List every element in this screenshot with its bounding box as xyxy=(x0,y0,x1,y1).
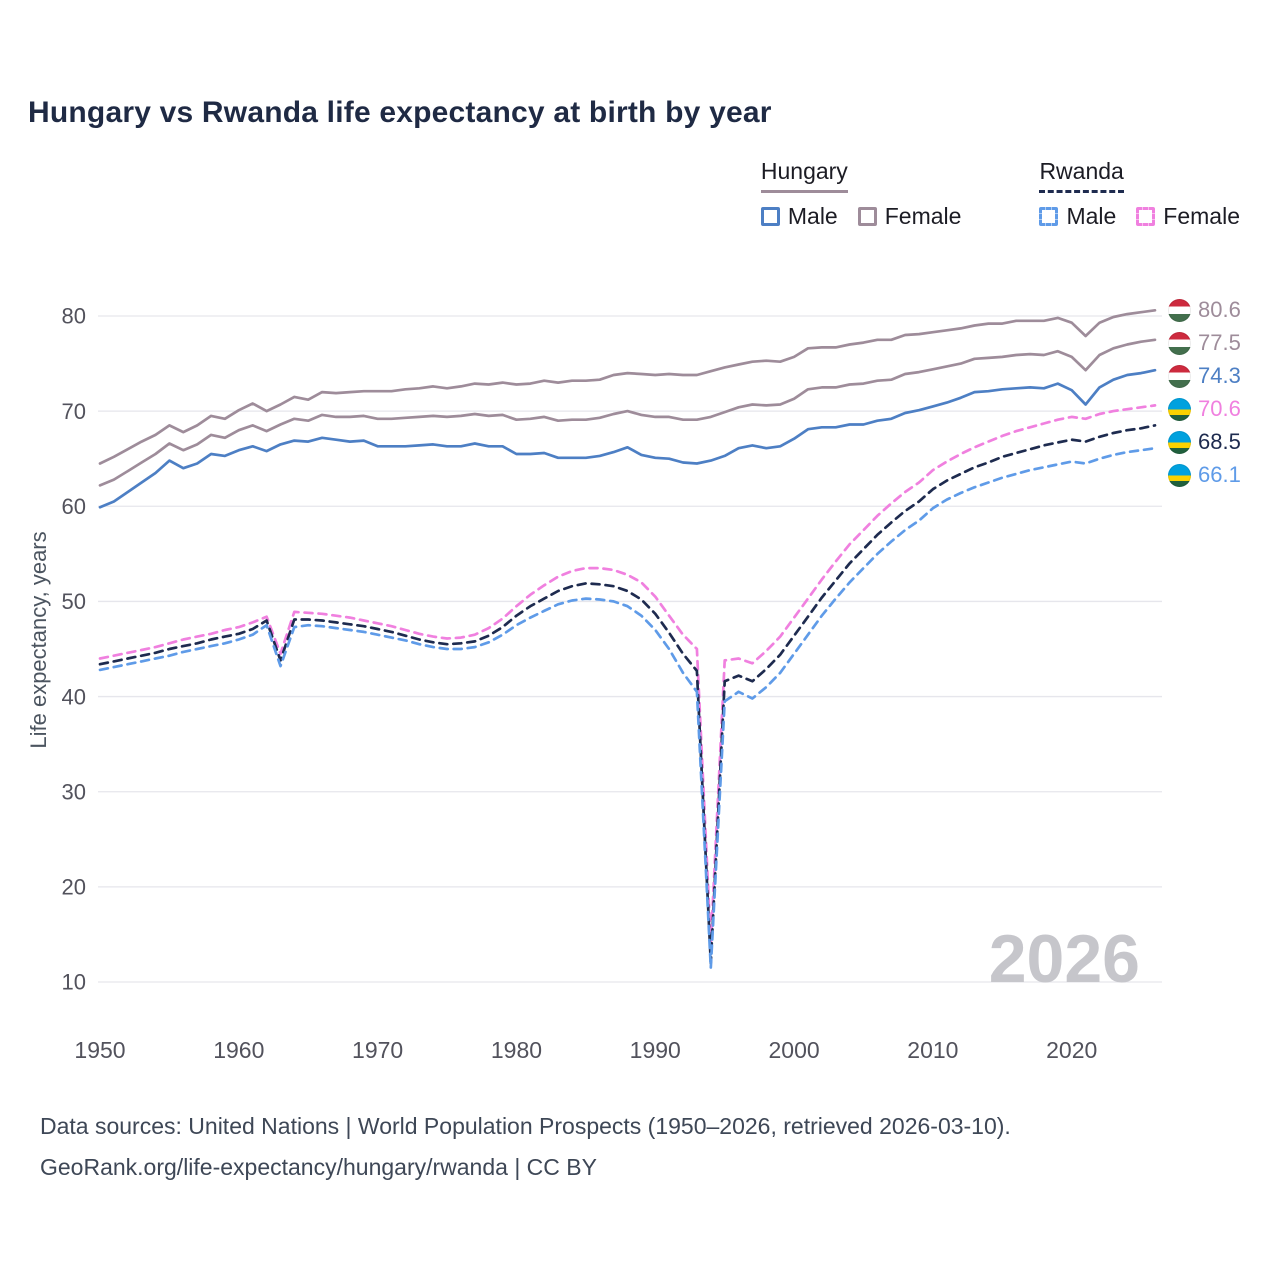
end-label-value: 70.6 xyxy=(1198,396,1241,422)
legend-swatch-icon xyxy=(857,207,877,226)
hungary-flag-icon xyxy=(1168,331,1191,355)
end-label-value: 66.1 xyxy=(1198,462,1241,488)
y-tick-label: 30 xyxy=(62,779,86,804)
end-label-hungary-male: 74.3 xyxy=(1168,363,1241,389)
end-label-hungary-both: 77.5 xyxy=(1168,330,1241,356)
x-tick-label: 2000 xyxy=(768,1037,819,1063)
x-tick-label: 1990 xyxy=(630,1037,681,1063)
x-tick-label: 1970 xyxy=(352,1037,403,1063)
end-label-value: 68.5 xyxy=(1198,429,1241,455)
y-tick-label: 10 xyxy=(62,970,86,995)
x-tick-label: 1960 xyxy=(213,1037,264,1063)
legend-item-rwanda-female[interactable]: Female xyxy=(1136,203,1240,230)
y-axis-tick-labels: 10 20 30 40 50 60 70 80 xyxy=(62,304,86,995)
legend-item-label: Female xyxy=(884,203,962,229)
y-tick-label: 80 xyxy=(62,304,86,329)
x-tick-label: 2010 xyxy=(907,1037,958,1063)
y-tick-label: 20 xyxy=(62,875,86,900)
legend-item-label: Female xyxy=(1163,203,1240,229)
legend-swatch-icon xyxy=(1039,207,1059,226)
y-tick-label: 60 xyxy=(62,494,86,519)
x-tick-label: 2020 xyxy=(1046,1037,1097,1063)
page-title: Hungary vs Rwanda life expectancy at bir… xyxy=(28,96,772,129)
watermark-year: 2026 xyxy=(989,921,1140,997)
series-line-hungary-male xyxy=(98,368,1157,509)
series-line-rwanda-female xyxy=(98,404,1157,946)
y-axis-label: Life expectancy, years xyxy=(26,531,51,748)
hungary-flag-icon xyxy=(1168,298,1191,322)
end-label-hungary-female: 80.6 xyxy=(1168,297,1241,323)
series-line-hungary-both xyxy=(98,338,1157,487)
rwanda-flag-icon xyxy=(1168,397,1191,421)
gridlines xyxy=(98,315,1162,983)
legend-group-rwanda: Rwanda Male Female xyxy=(1039,158,1240,230)
rwanda-flag-icon xyxy=(1168,430,1191,454)
series-line-hungary-female xyxy=(98,308,1157,465)
end-label-value: 80.6 xyxy=(1198,297,1241,323)
rwanda-flag-icon xyxy=(1168,463,1191,487)
y-tick-label: 50 xyxy=(62,589,86,614)
end-label-rwanda-both: 68.5 xyxy=(1168,429,1241,455)
footer-attribution-link[interactable]: GeoRank.org/life-expectancy/hungary/rwan… xyxy=(40,1154,597,1181)
footer-data-sources: Data sources: United Nations | World Pop… xyxy=(40,1113,1011,1139)
legend-item-hungary-female[interactable]: Female xyxy=(857,203,962,230)
x-axis-tick-labels: 1950 1960 1970 1980 1990 2000 2010 2020 xyxy=(74,1037,1097,1063)
legend-group-hungary: Hungary Male Female xyxy=(760,158,962,230)
series-line-rwanda-male xyxy=(98,446,1157,970)
hungary-flag-icon xyxy=(1168,364,1191,388)
x-tick-label: 1950 xyxy=(74,1037,125,1063)
legend-item-label: Male xyxy=(1066,203,1117,229)
legend-item-hungary-male[interactable]: Male xyxy=(760,203,838,230)
y-tick-label: 70 xyxy=(62,399,86,424)
legend-item-label: Male xyxy=(787,203,838,229)
end-label-rwanda-female: 70.6 xyxy=(1168,396,1241,422)
end-label-value: 74.3 xyxy=(1198,363,1241,389)
legend-swatch-icon xyxy=(760,207,780,226)
series-line-rwanda-both xyxy=(98,424,1157,965)
legend-item-rwanda-male[interactable]: Male xyxy=(1039,203,1116,230)
footer: Data sources: United Nations | World Pop… xyxy=(40,1106,1011,1189)
x-tick-label: 1980 xyxy=(491,1037,542,1063)
y-tick-label: 40 xyxy=(62,684,86,709)
legend-country-label[interactable]: Rwanda xyxy=(1039,158,1124,193)
legend: Hungary Male Female Rwanda Male Female xyxy=(760,158,1240,230)
end-label-value: 77.5 xyxy=(1198,330,1241,356)
legend-swatch-icon xyxy=(1136,207,1156,226)
end-label-rwanda-male: 66.1 xyxy=(1168,462,1241,488)
legend-country-label[interactable]: Hungary xyxy=(760,158,848,193)
